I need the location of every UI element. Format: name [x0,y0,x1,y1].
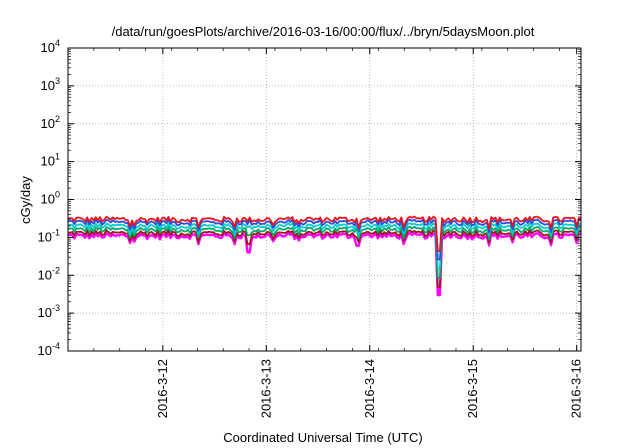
y-tick-label: 103 [41,76,60,93]
series-line [67,222,582,270]
y-tick-label: 101 [41,152,60,169]
x-tick-label: 2016-3-12 [155,359,170,418]
x-axis: 2016-3-12 2016-3-13 2016-3-14 2016-3-15 2016… [67,48,584,418]
y-tick-label: 10-4 [38,341,60,358]
series-line [67,225,582,279]
x-tick-label: 2016-3-15 [465,359,480,418]
series-line [67,218,582,261]
y-tick-label: 10-2 [38,265,60,282]
x-tick-label: 2016-3-13 [258,359,273,418]
y-tick-label: 100 [41,190,60,207]
y-tick-label: 10-1 [38,227,60,244]
series-line [67,229,582,288]
plot-area [68,48,581,351]
x-tick-label: 2016-3-14 [362,359,377,418]
y-tick-label: 102 [41,114,60,131]
series-line [67,231,582,297]
x-tick-label: 2016-3-16 [569,359,584,418]
grid [68,48,581,351]
y-axis-label: cGy/day [18,176,33,224]
x-axis-label: Coordinated Universal Time (UTC) [223,430,422,445]
y-axis: 10-4 10-3 10-2 10-1 100 101 102 103 104 [38,38,581,358]
y-tick-label: 10-3 [38,303,60,320]
series-line [67,215,582,252]
series-group [67,215,582,297]
chart-title: /data/run/goesPlots/archive/2016-03-16/0… [112,24,535,39]
y-tick-label: 104 [41,38,60,55]
